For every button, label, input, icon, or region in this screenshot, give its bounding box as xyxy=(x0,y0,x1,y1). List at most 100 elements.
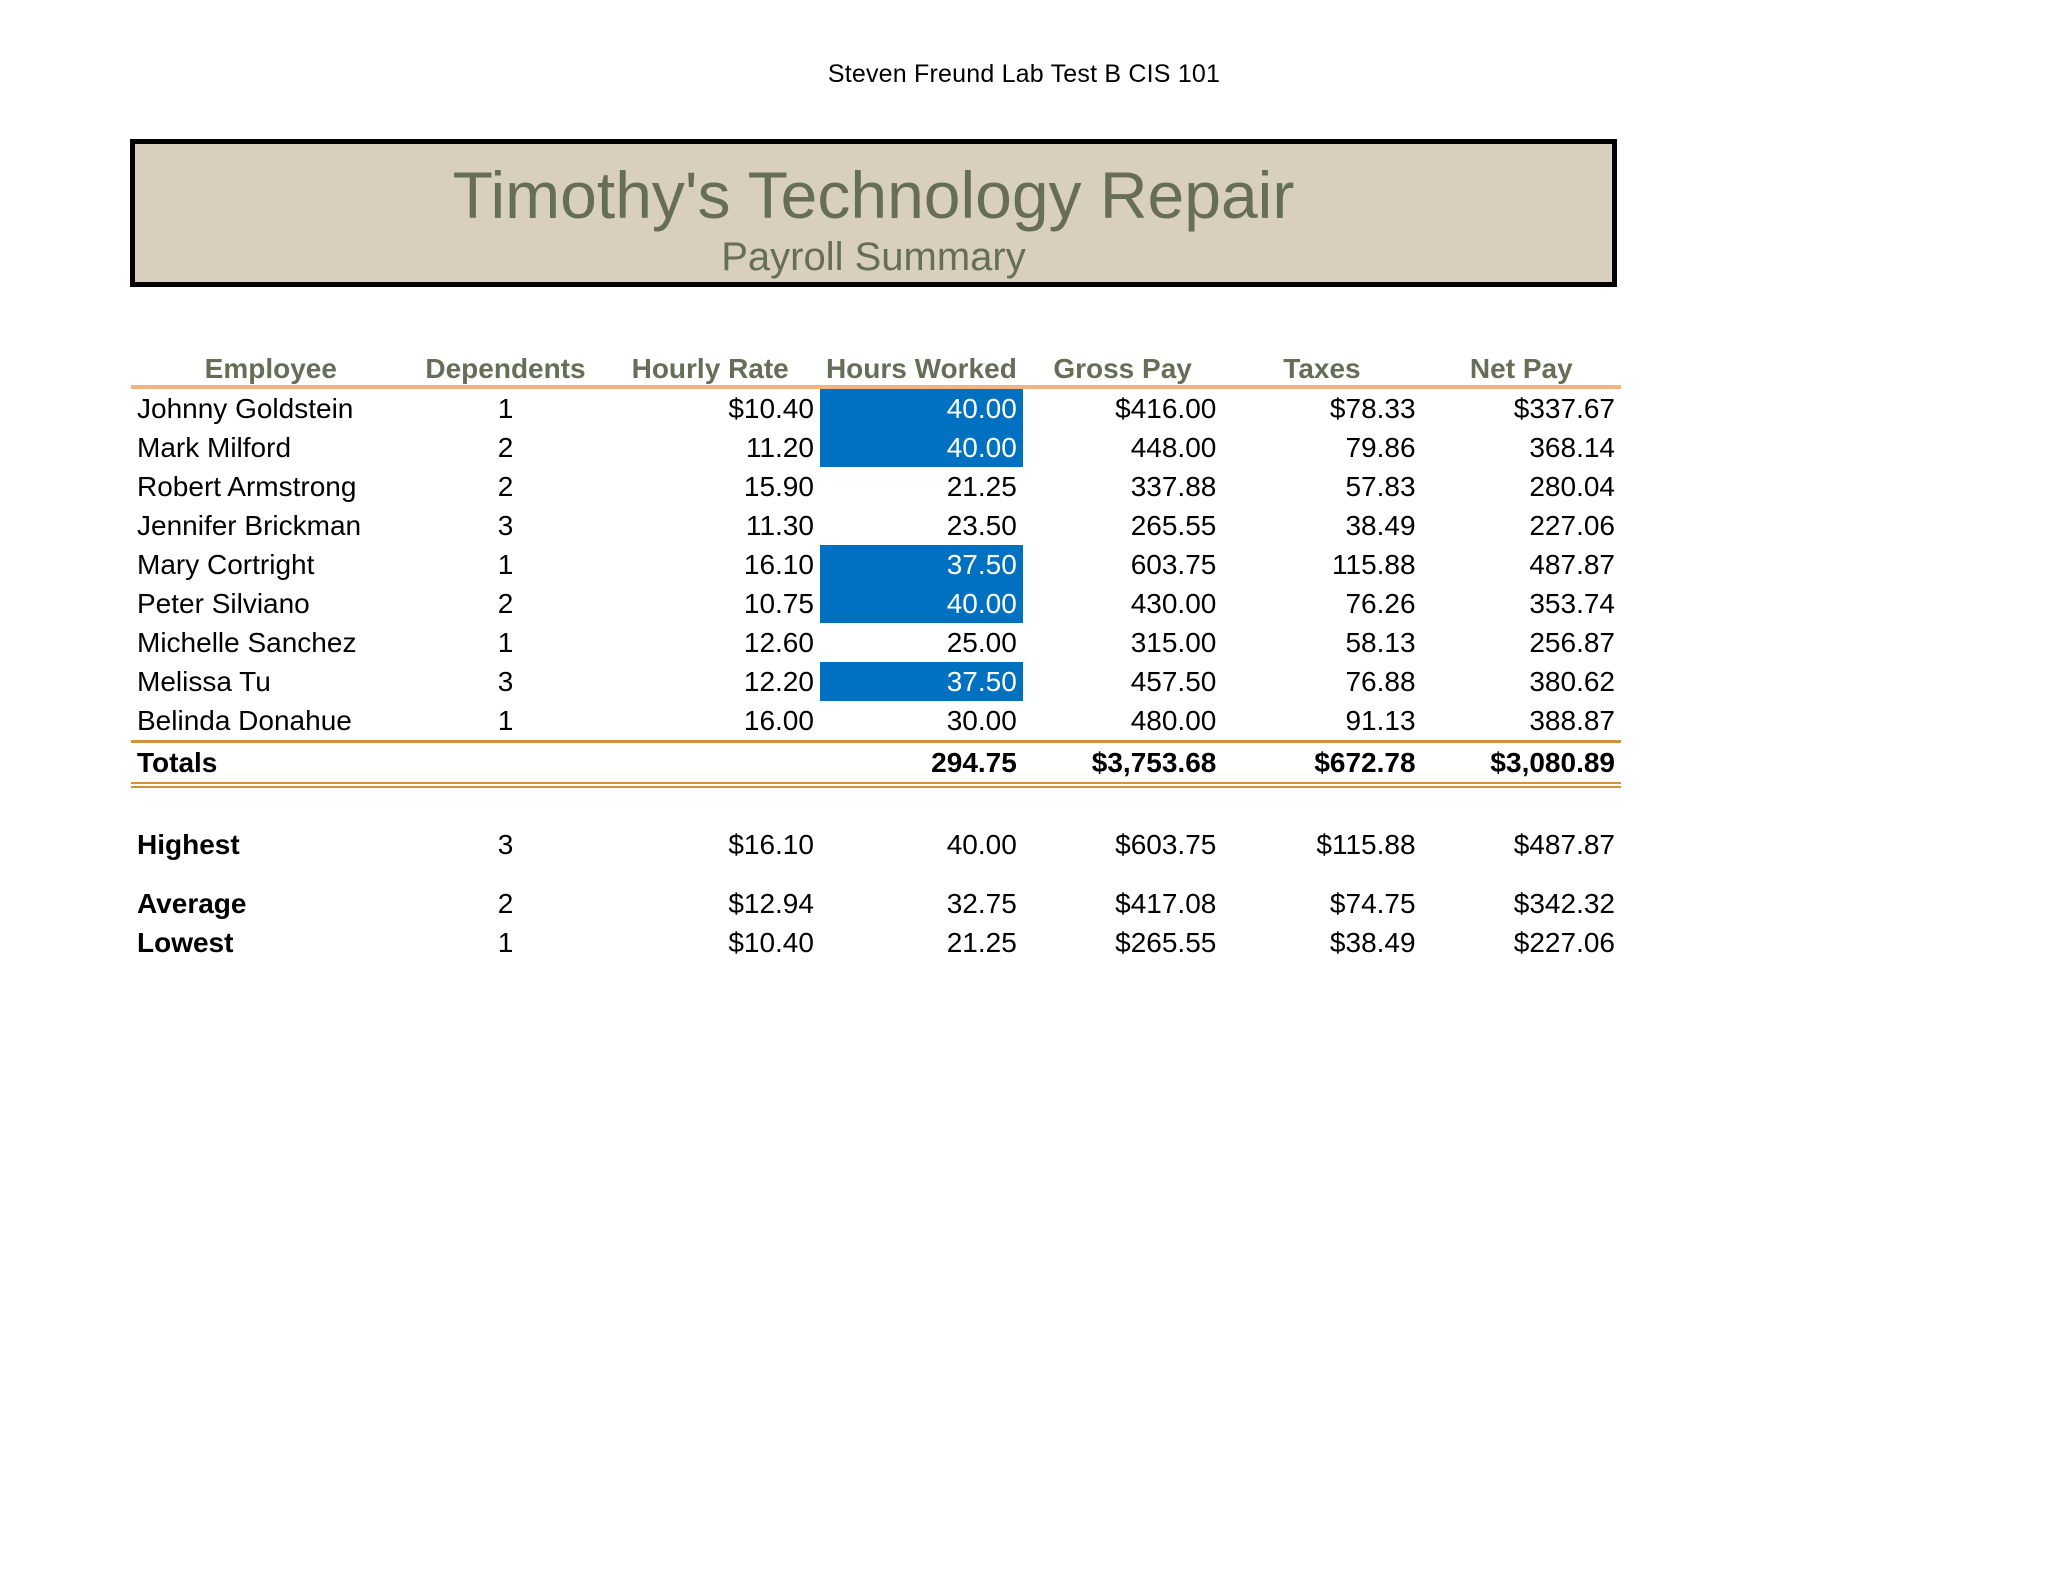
cell-taxes: 76.88 xyxy=(1345,665,1416,697)
stat-dependents: 3 xyxy=(497,828,514,860)
cell-hourly-rate: 11.30 xyxy=(745,509,814,541)
stat-gross: $603.75 xyxy=(1115,828,1217,860)
totals-taxes: $672.78 xyxy=(1314,746,1416,778)
stat-net: $487.87 xyxy=(1513,828,1615,860)
stat-label: Average xyxy=(137,887,247,919)
header-row: Employee Dependents Hourly Rate Hours Wo… xyxy=(131,343,1621,387)
cell-gross-pay: 337.88 xyxy=(1130,470,1217,502)
cell-employee-name: Peter Silviano xyxy=(137,587,310,619)
stat-taxes: $74.75 xyxy=(1329,887,1416,919)
cell-hourly-rate: 12.60 xyxy=(743,626,814,658)
cell-employee-name: Mary Cortright xyxy=(137,548,315,580)
cell-employee-name: Robert Armstrong xyxy=(137,470,357,502)
totals-label: Totals xyxy=(137,746,218,778)
table-row: Michelle Sanchez 1 12.60 25.00 315.00 58.13 25… xyxy=(131,623,1621,662)
cell-employee-name: Mark Milford xyxy=(137,431,292,463)
cell-gross-pay: 315.00 xyxy=(1130,626,1217,658)
cell-employee-name: Melissa Tu xyxy=(137,665,271,697)
totals-net: $3,080.89 xyxy=(1490,746,1615,778)
cell-hours-worked: 23.50 xyxy=(946,509,1017,541)
cell-hourly-rate: 12.20 xyxy=(743,665,814,697)
cell-net-pay: 380.62 xyxy=(1529,665,1615,697)
stat-taxes: $38.49 xyxy=(1329,926,1416,958)
stat-net: $342.32 xyxy=(1513,887,1615,919)
cell-net-pay: 280.04 xyxy=(1529,470,1615,502)
totals-row: Totals 294.75 $3,753.68 $672.78 $3,080.8… xyxy=(131,741,1621,786)
stat-rate: $16.10 xyxy=(728,828,814,860)
cell-gross-pay: 265.55 xyxy=(1130,509,1217,541)
cell-gross-pay: 603.75 xyxy=(1130,548,1217,580)
title-banner: Timothy's Technology Repair Payroll Summ… xyxy=(130,139,1617,287)
col-header-gross-pay: Gross Pay xyxy=(1053,353,1192,384)
cell-dependents: 1 xyxy=(497,704,514,736)
cell-gross-pay: 430.00 xyxy=(1130,587,1217,619)
col-header-hourly-rate: Hourly Rate xyxy=(631,353,789,384)
stat-dependents: 1 xyxy=(497,926,514,958)
cell-net-pay: 487.87 xyxy=(1529,548,1615,580)
col-header-net-pay: Net Pay xyxy=(1469,353,1573,384)
stat-taxes: $115.88 xyxy=(1316,828,1416,860)
cell-taxes: $78.33 xyxy=(1329,392,1416,424)
stat-row-highest: Highest 3 $16.10 40.00 $603.75 $115.88 $… xyxy=(131,825,1621,864)
cell-net-pay: 388.87 xyxy=(1529,704,1615,736)
spacer-row xyxy=(131,785,1621,825)
cell-gross-pay: 480.00 xyxy=(1130,704,1217,736)
cell-taxes: 91.13 xyxy=(1345,704,1416,736)
stat-row-lowest: Lowest 1 $10.40 21.25 $265.55 $38.49 $22… xyxy=(131,923,1621,962)
table-row: Jennifer Brickman 3 11.30 23.50 265.55 38.49 2… xyxy=(131,506,1621,545)
cell-dependents: 1 xyxy=(497,626,514,658)
col-header-employee: Employee xyxy=(204,353,337,384)
totals-rate xyxy=(600,742,820,786)
cell-taxes: 58.13 xyxy=(1345,626,1416,658)
table-row: Mary Cortright 1 16.10 37.50 603.75 115.88 487… xyxy=(131,545,1621,584)
cell-net-pay: 256.87 xyxy=(1529,626,1615,658)
cell-hourly-rate: 11.20 xyxy=(745,431,814,463)
stat-rate: $10.40 xyxy=(728,926,814,958)
stat-gross: $265.55 xyxy=(1115,926,1217,958)
report-subtitle: Payroll Summary xyxy=(721,235,1026,279)
table-row: Robert Armstrong 2 15.90 21.25 337.88 57.83 28… xyxy=(131,467,1621,506)
table-row: Peter Silviano 2 10.75 40.00 430.00 76.26 353.… xyxy=(131,584,1621,623)
totals-dependents xyxy=(411,742,601,786)
page-header: Steven Freund Lab Test B CIS 101 xyxy=(827,60,1221,88)
stat-label: Lowest xyxy=(137,926,234,958)
cell-taxes: 115.88 xyxy=(1332,548,1416,580)
company-title: Timothy's Technology Repair xyxy=(452,158,1295,232)
cell-hourly-rate: 10.75 xyxy=(743,587,814,619)
stat-hours: 21.25 xyxy=(946,926,1017,958)
cell-dependents: 2 xyxy=(497,587,514,619)
stat-dependents: 2 xyxy=(497,887,514,919)
stat-hours: 32.75 xyxy=(946,887,1017,919)
cell-net-pay: 368.14 xyxy=(1529,431,1615,463)
table-row: Belinda Donahue 1 16.00 30.00 480.00 91.13 388… xyxy=(131,701,1621,742)
col-header-taxes: Taxes xyxy=(1283,353,1361,384)
spacer-row xyxy=(131,864,1621,884)
cell-taxes: 57.83 xyxy=(1345,470,1416,502)
cell-hourly-rate: $10.40 xyxy=(728,392,814,424)
col-header-hours-worked: Hours Worked xyxy=(825,353,1017,384)
cell-hours-worked: 40.00 xyxy=(819,584,1023,623)
cell-hourly-rate: 16.00 xyxy=(743,704,814,736)
stat-rate: $12.94 xyxy=(728,887,814,919)
cell-gross-pay: 457.50 xyxy=(1130,665,1217,697)
payroll-table: Employee Dependents Hourly Rate Hours Wo… xyxy=(131,343,1621,962)
cell-gross-pay: 448.00 xyxy=(1130,431,1217,463)
totals-gross: $3,753.68 xyxy=(1091,746,1217,778)
stat-net: $227.06 xyxy=(1513,926,1615,958)
cell-dependents: 2 xyxy=(497,431,514,463)
cell-dependents: 3 xyxy=(497,509,514,541)
cell-dependents: 2 xyxy=(497,470,514,502)
cell-dependents: 3 xyxy=(497,665,514,697)
cell-taxes: 79.86 xyxy=(1345,431,1416,463)
cell-hours-worked: 40.00 xyxy=(819,387,1023,428)
stat-label: Highest xyxy=(137,828,240,860)
cell-dependents: 1 xyxy=(497,392,514,424)
cell-net-pay: $337.67 xyxy=(1513,392,1615,424)
stat-row-average: Average 2 $12.94 32.75 $417.08 $74.75 $3… xyxy=(131,884,1621,923)
cell-net-pay: 227.06 xyxy=(1529,509,1615,541)
cell-taxes: 76.26 xyxy=(1345,587,1416,619)
cell-hours-worked: 25.00 xyxy=(946,626,1017,658)
cell-gross-pay: $416.00 xyxy=(1115,392,1217,424)
cell-employee-name: Jennifer Brickman xyxy=(137,509,362,541)
cell-hours-worked: 37.50 xyxy=(819,545,1023,584)
